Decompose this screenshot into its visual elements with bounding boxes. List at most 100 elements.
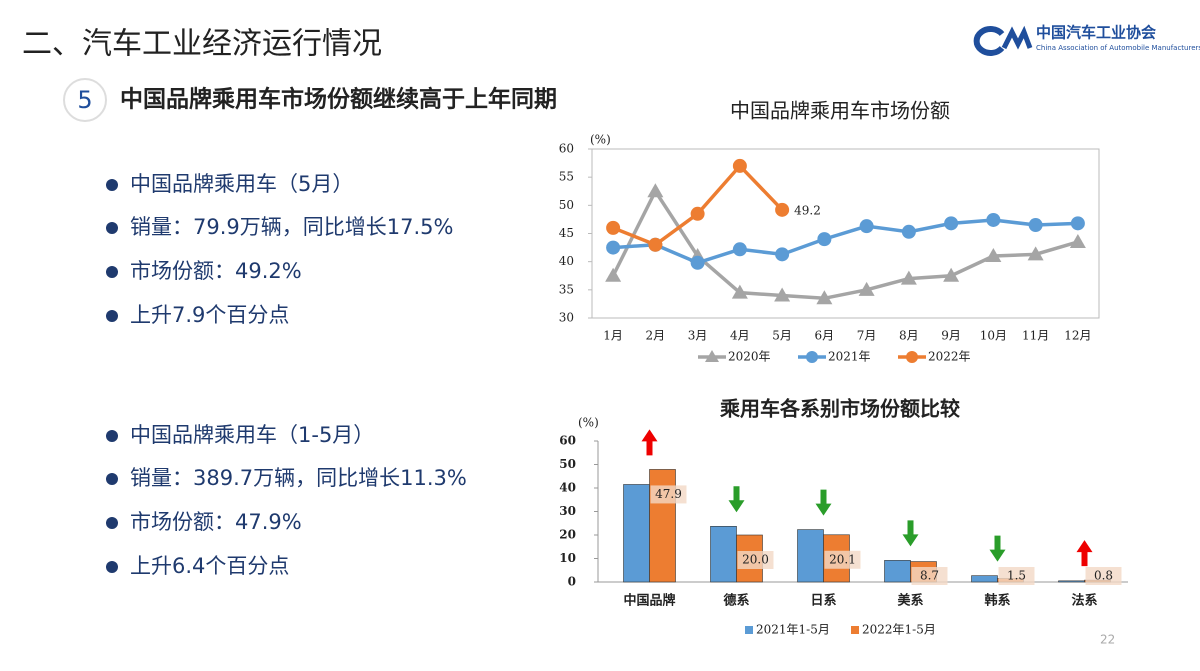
- y-axis-label: (%): [578, 416, 599, 430]
- x-tick-label: 2月: [646, 329, 666, 343]
- y-tick-label: 45: [559, 226, 574, 240]
- bullet-text: 市场份额：49.2%: [130, 259, 302, 283]
- x-tick-label: 6月: [815, 329, 835, 343]
- y-tick-label: 60: [559, 142, 574, 156]
- bar: [797, 529, 824, 583]
- marker: [606, 240, 621, 255]
- arrow-down: [728, 486, 745, 513]
- arrow-down: [989, 535, 1006, 562]
- marker: [647, 183, 664, 198]
- marker: [774, 287, 791, 302]
- bar: [623, 484, 650, 583]
- x-tick-label: 1月: [603, 329, 623, 343]
- x-tick-label: 10月: [980, 329, 1007, 343]
- legend-label: 2021年1-5月: [756, 623, 830, 637]
- bullet-dot: [106, 179, 118, 191]
- marker: [732, 242, 747, 257]
- marker: [1027, 246, 1044, 261]
- bullet-text: 销量：389.7万辆，同比增长11.3%: [130, 466, 467, 490]
- marker: [606, 220, 621, 235]
- y-tick-label: 50: [559, 198, 574, 212]
- marker: [690, 206, 705, 221]
- y-tick-label: 35: [559, 282, 574, 296]
- bullet-dot: [106, 222, 118, 234]
- bullet-text: 上升7.9个百分点: [130, 303, 289, 327]
- marker: [648, 237, 663, 252]
- section-title: 中国品牌乘用车市场份额继续高于上年同期: [120, 86, 557, 113]
- legend-label: 2022年1-5月: [862, 623, 936, 637]
- bullet-dot: [106, 430, 118, 442]
- marker: [775, 202, 790, 217]
- marker: [858, 281, 875, 296]
- data-label: 20.1: [829, 552, 856, 566]
- chart-title: 中国品牌乘用车市场份额: [730, 99, 950, 123]
- bullet-text: 中国品牌乘用车（5月）: [130, 172, 353, 196]
- bullet-text: 中国品牌乘用车（1-5月）: [130, 423, 374, 447]
- x-tick-label: 9月: [941, 329, 961, 343]
- logo-text: 中国汽车工业协会: [1036, 24, 1156, 42]
- x-tick-label: 美系: [897, 593, 923, 609]
- arrow-up: [641, 429, 658, 456]
- legend-marker: [705, 350, 719, 362]
- x-tick-label: 中国品牌: [623, 593, 675, 609]
- marker: [690, 255, 705, 270]
- legend-label: 2020年: [728, 350, 771, 364]
- x-tick-label: 7月: [857, 329, 877, 343]
- y-tick-label: 55: [559, 170, 574, 184]
- data-label-bg: [737, 551, 774, 569]
- data-label: 47.9: [655, 487, 682, 501]
- data-label-bg: [824, 550, 861, 569]
- x-tick-label: 12月: [1064, 329, 1091, 343]
- series-line: [611, 187, 1079, 301]
- y-tick-label: 10: [559, 551, 576, 565]
- data-label: 1.5: [1007, 569, 1026, 583]
- series-line: [613, 218, 1078, 265]
- bar: [884, 560, 911, 583]
- y-tick-label: 30: [559, 311, 574, 325]
- bar: [710, 526, 737, 583]
- y-tick-label: 40: [559, 254, 574, 268]
- marker: [900, 270, 917, 285]
- data-label: 0.8: [1094, 569, 1113, 583]
- section-badge: [63, 78, 107, 122]
- marker: [1028, 218, 1043, 233]
- bar: [1058, 580, 1085, 583]
- marker: [985, 248, 1002, 263]
- marker: [1069, 233, 1086, 248]
- data-label-bg: [650, 485, 687, 504]
- marker: [901, 224, 916, 239]
- data-label-bg: [911, 567, 948, 585]
- x-tick-label: 5月: [772, 329, 792, 343]
- marker: [986, 212, 1001, 227]
- section-number: 5: [77, 86, 92, 114]
- bullet-text: 上升6.4个百分点: [130, 554, 289, 578]
- y-axis-label: (%): [590, 133, 611, 147]
- bullet-dot: [106, 266, 118, 278]
- header-title: 二、汽车工业经济运行情况: [22, 27, 382, 62]
- logo-mark: [973, 26, 1005, 56]
- logo-mark: [1001, 25, 1033, 50]
- series-line: [612, 163, 784, 247]
- arrow-down: [815, 489, 832, 516]
- y-tick-label: 20: [559, 528, 576, 542]
- bullet-text: 市场份额：47.9%: [130, 510, 302, 534]
- marker: [859, 219, 874, 234]
- x-tick-label: 韩系: [984, 593, 1010, 609]
- x-tick-label: 德系: [723, 593, 749, 609]
- bullet-dot: [106, 561, 118, 573]
- marker: [775, 247, 790, 262]
- y-tick-label: 0: [568, 575, 576, 589]
- x-tick-label: 4月: [730, 329, 750, 343]
- arrow-down: [902, 520, 919, 547]
- legend-label: 2021年: [828, 350, 871, 364]
- marker: [816, 290, 833, 305]
- legend-swatch: [745, 626, 753, 634]
- data-label: 49.2: [794, 203, 821, 217]
- arrow-up: [1076, 540, 1093, 567]
- x-tick-label: 11月: [1022, 329, 1049, 343]
- legend-swatch: [851, 626, 859, 634]
- data-label-bg: [1085, 567, 1122, 585]
- legend-marker: [906, 351, 918, 363]
- marker: [944, 216, 959, 231]
